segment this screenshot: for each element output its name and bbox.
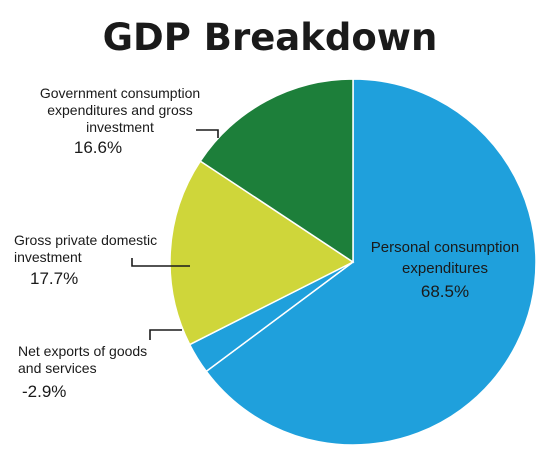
slice-value-government: 16.6%	[74, 138, 122, 157]
slice-name-personal-line2: expenditures	[402, 260, 488, 277]
leader-line-gross-private	[131, 258, 190, 267]
slice-name-government-line3: investment	[86, 119, 154, 135]
slice-name-gross-line1: Gross private domestic	[14, 232, 157, 248]
slice-personal-consumption	[205, 78, 537, 446]
slice-name-government-line1: Government consumption	[40, 85, 200, 101]
slice-name-gross-line2: investment	[14, 249, 82, 265]
chart-title: GDP Breakdown	[103, 16, 438, 59]
label-personal-consumption: Personal consumption expenditures 68.5%	[371, 239, 519, 301]
label-government: Government consumption expenditures and …	[40, 85, 200, 157]
leader-line-net-exports	[149, 329, 182, 340]
slice-government	[199, 78, 354, 264]
slice-name-net-exports-line1: Net exports of goods	[18, 343, 147, 359]
slice-name-government-line2: expenditures and gross	[47, 102, 193, 118]
slice-value-gross: 17.7%	[30, 269, 78, 288]
slice-value-net-exports: -2.9%	[22, 382, 66, 401]
leader-lines	[131, 129, 219, 340]
slice-name-personal-line1: Personal consumption	[371, 239, 519, 256]
label-net-exports: Net exports of goods and services -2.9%	[18, 343, 147, 401]
slice-name-net-exports-line2: and services	[18, 360, 97, 376]
slice-gross-private	[169, 160, 355, 346]
leader-line-government	[196, 129, 219, 138]
slice-value-personal: 68.5%	[421, 282, 469, 301]
label-gross-private: Gross private domestic investment 17.7%	[14, 232, 157, 288]
pie-slices	[169, 78, 537, 446]
